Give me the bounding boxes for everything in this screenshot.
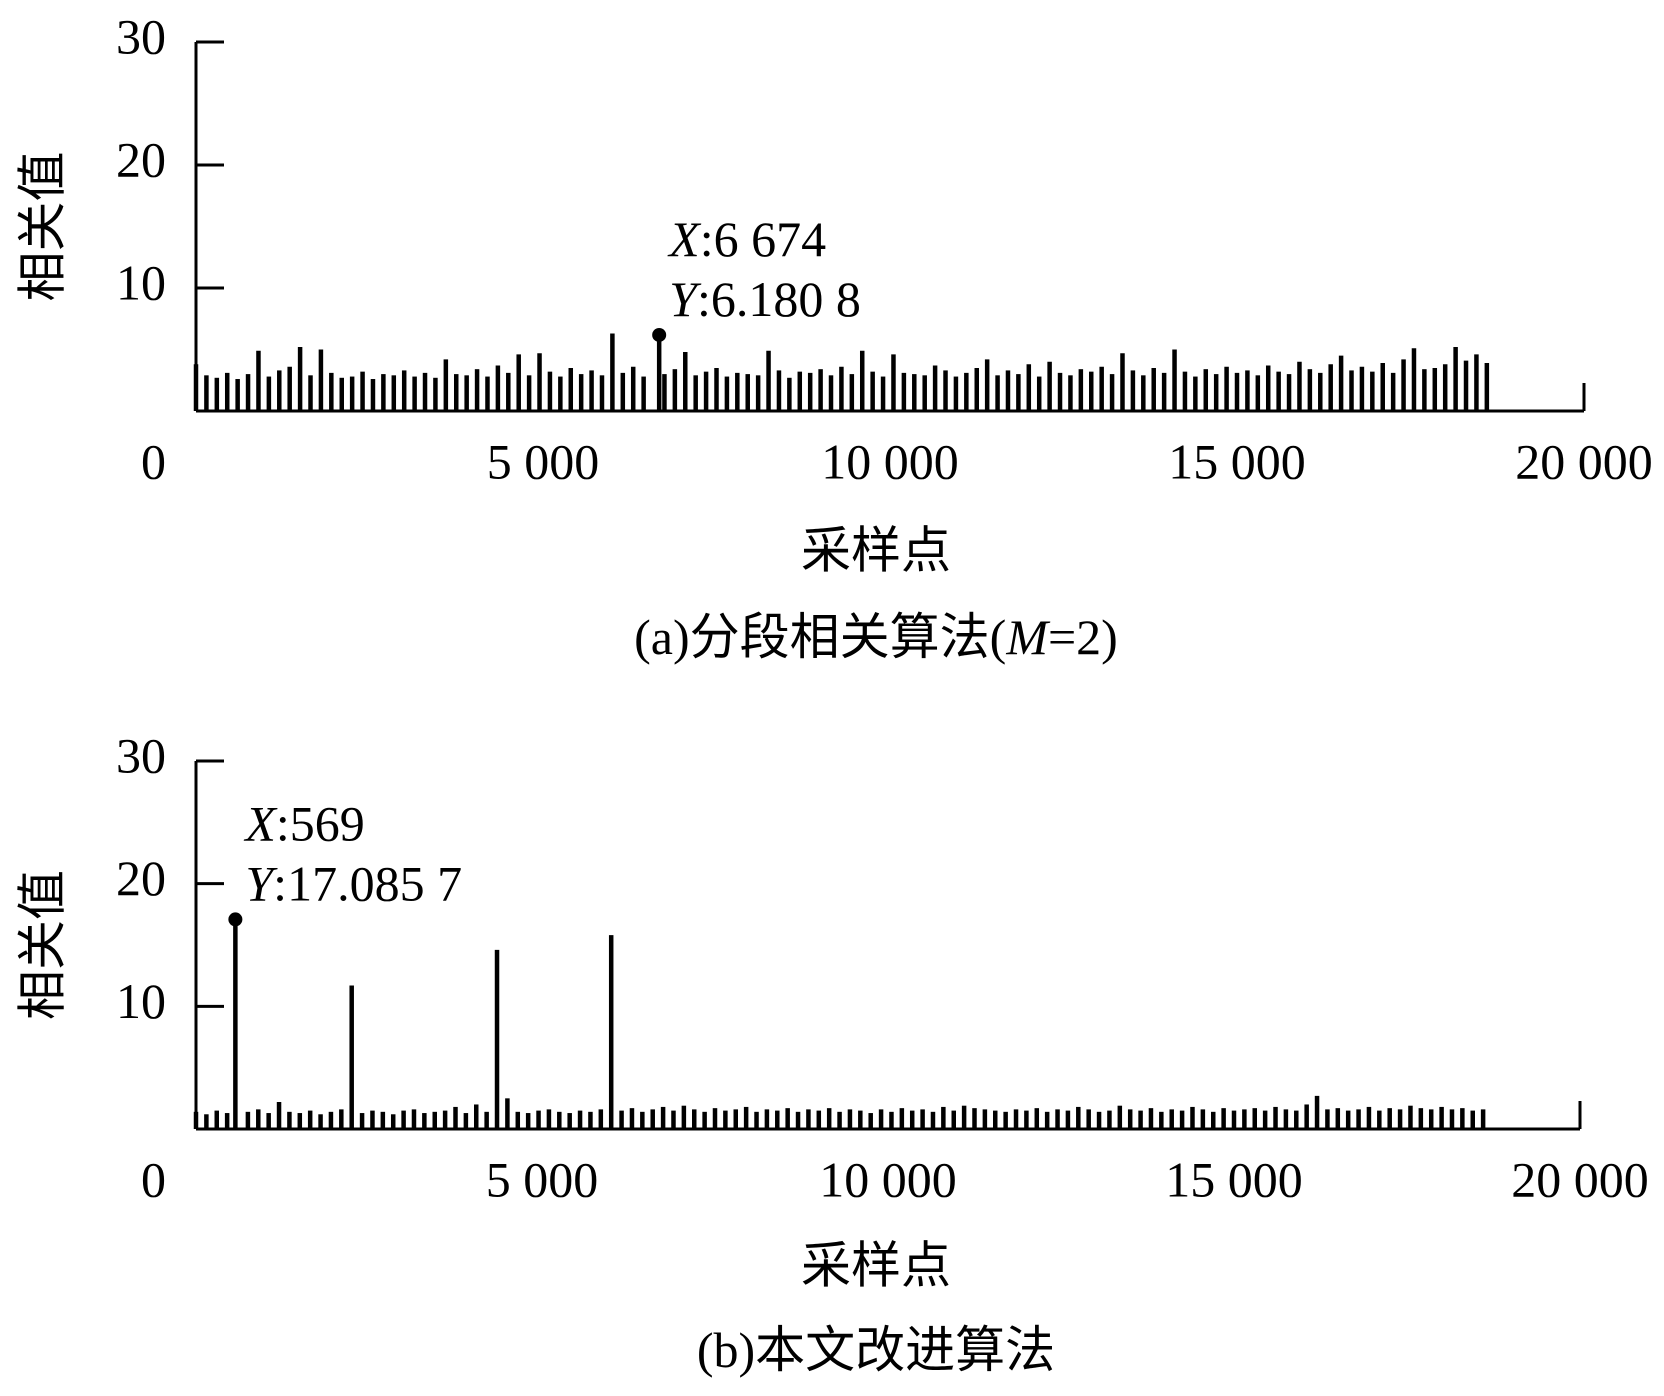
x-tick-label: 10 000 [819,1151,957,1207]
x-tick-label: 20 000 [1515,433,1653,489]
annotation-text: Y:17.085 7 [245,856,462,912]
title-part: (a)分段相关算法( [634,609,1006,665]
annotation-marker [652,327,667,342]
title-part: =2) [1048,609,1118,665]
x-tick-label: 5 000 [486,1151,599,1207]
y-tick-label: 20 [116,131,166,187]
title-part: M [1005,609,1050,665]
annotation-part: Y [245,856,278,912]
x-tick-label: 0 [141,433,166,489]
x-tick-label: 15 000 [1168,433,1306,489]
annotation-part: X [667,211,702,267]
y-tick-label: 30 [116,8,166,64]
x-tick-label: 5 000 [487,433,600,489]
y-tick-label: 10 [116,254,166,310]
y-tick-label: 10 [116,973,166,1029]
annotation-part: :569 [276,796,365,852]
annotation-part: Y [669,271,702,327]
x-axis-label: 采样点 [801,1237,951,1293]
y-tick-label: 30 [116,727,166,783]
annotation-marker [228,912,243,927]
annotation-part: :6 674 [700,211,826,267]
chart-title: (b)本文改进算法 [697,1322,1055,1378]
x-tick-label: 15 000 [1165,1151,1303,1207]
x-axis-label: 采样点 [801,522,951,578]
x-tick-label: 20 000 [1511,1151,1649,1207]
annotation-part: :6.180 8 [697,271,861,327]
annotation-text: X:6 674 [667,211,826,267]
annotation-part: X [243,796,278,852]
x-tick-label: 0 [141,1151,166,1207]
x-tick-label: 10 000 [821,433,959,489]
y-tick-label: 20 [116,850,166,906]
y-axis-label: 相关值 [14,870,70,1020]
chart-title: (a)分段相关算法(M=2) [634,609,1118,665]
y-axis-label: 相关值 [14,152,70,302]
annotation-part: :17.085 7 [273,856,462,912]
annotation-text: X:569 [243,796,364,852]
annotation-text: Y:6.180 8 [669,271,861,327]
title-part: (b)本文改进算法 [697,1322,1055,1378]
